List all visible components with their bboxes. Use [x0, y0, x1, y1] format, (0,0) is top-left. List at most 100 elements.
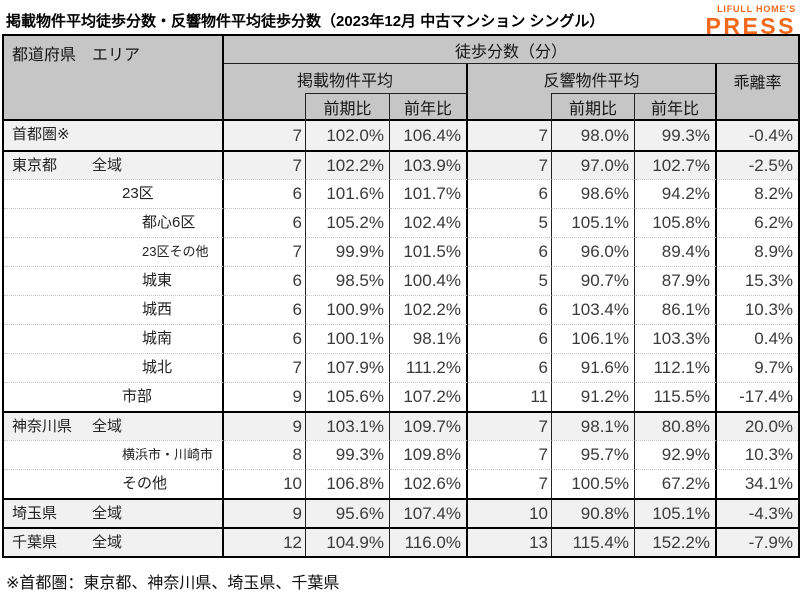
listed-prev-period-value: 105.2%	[306, 208, 390, 237]
header-walk-minutes: 徒歩分数（分）	[224, 36, 799, 64]
header-response-prev-year: 前年比	[635, 93, 717, 121]
divergence-rate-value: 8.9%	[717, 237, 799, 266]
table-body: 首都圏※ 7 102.0% 106.4% 7 98.0% 99.3% -0.4%…	[4, 121, 799, 556]
listed-prev-year-value: 116.0%	[390, 527, 468, 556]
response-prev-period-value: 103.4%	[552, 295, 635, 324]
response-minutes-value: 7	[468, 121, 552, 150]
prefecture-area-cell: 城西	[4, 295, 224, 324]
table-row: その他 10 106.8% 102.6% 7 100.5% 67.2% 34.1…	[4, 469, 799, 498]
response-prev-year-value: 94.2%	[635, 179, 717, 208]
table-row: 横浜市・川崎市 8 99.3% 109.8% 7 95.7% 92.9% 10.…	[4, 440, 799, 469]
listed-prev-period-value: 105.6%	[306, 382, 390, 411]
prefecture-label: 東京都	[12, 157, 58, 174]
area-label: 城西	[142, 301, 173, 318]
listed-minutes-value: 6	[224, 266, 306, 295]
area-label: 全域	[92, 157, 123, 174]
response-prev-period-value: 98.1%	[552, 411, 635, 440]
table-row: 東京都 全域 7 102.2% 103.9% 7 97.0% 102.7% -2…	[4, 150, 799, 179]
listed-prev-year-value: 98.1%	[390, 324, 468, 353]
prefecture-area-cell: 神奈川県 全域	[4, 411, 224, 440]
response-minutes-value: 5	[468, 208, 552, 237]
area-label: 城北	[142, 359, 173, 376]
logo-press-text: PRESS	[705, 13, 796, 39]
divergence-rate-value: 8.2%	[717, 179, 799, 208]
header-response-average: 反響物件平均	[468, 64, 717, 93]
listed-prev-period-value: 99.3%	[306, 440, 390, 469]
prefecture-label: 首都圏※	[12, 126, 70, 143]
listed-prev-period-value: 106.8%	[306, 469, 390, 498]
table-row: 23区 6 101.6% 101.7% 6 98.6% 94.2% 8.2%	[4, 179, 799, 208]
top-bar: 掲載物件平均徒歩分数・反響物件平均徒歩分数（2023年12月 中古マンション シ…	[0, 0, 800, 38]
response-prev-period-value: 105.1%	[552, 208, 635, 237]
area-label: 横浜市・川崎市	[122, 447, 214, 462]
response-minutes-value: 6	[468, 295, 552, 324]
divergence-rate-value: 10.3%	[717, 440, 799, 469]
listed-prev-year-value: 101.7%	[390, 179, 468, 208]
listed-minutes-value: 6	[224, 324, 306, 353]
divergence-rate-value: -2.5%	[717, 150, 799, 179]
response-prev-year-value: 152.2%	[635, 527, 717, 556]
response-prev-period-value: 98.6%	[552, 179, 635, 208]
listed-minutes-value: 9	[224, 498, 306, 527]
corner-header-prefecture-area: 都道府県 エリア	[4, 36, 224, 121]
listed-minutes-value: 6	[224, 208, 306, 237]
response-prev-period-value: 115.4%	[552, 527, 635, 556]
response-prev-period-value: 98.0%	[552, 121, 635, 150]
listed-prev-period-value: 98.5%	[306, 266, 390, 295]
lifull-homes-press-logo: LIFULL HOME'S PRESS	[706, 5, 798, 38]
response-prev-period-value: 95.7%	[552, 440, 635, 469]
response-minutes-value: 13	[468, 527, 552, 556]
listed-prev-period-value: 101.6%	[306, 179, 390, 208]
area-label: 全域	[92, 534, 123, 551]
response-minutes-value: 7	[468, 440, 552, 469]
listed-prev-period-value: 99.9%	[306, 237, 390, 266]
listed-prev-year-value: 100.4%	[390, 266, 468, 295]
listed-minutes-value: 9	[224, 411, 306, 440]
response-prev-period-value: 90.8%	[552, 498, 635, 527]
page-title: 掲載物件平均徒歩分数・反響物件平均徒歩分数（2023年12月 中古マンション シ…	[6, 13, 605, 30]
response-prev-year-value: 99.3%	[635, 121, 717, 150]
listed-prev-period-value: 100.9%	[306, 295, 390, 324]
area-label: 市部	[122, 388, 153, 405]
listed-prev-year-value: 101.5%	[390, 237, 468, 266]
response-prev-year-value: 105.1%	[635, 498, 717, 527]
prefecture-area-cell: 城南	[4, 324, 224, 353]
logo-lifull-homes-text: LIFULL HOME'S	[717, 4, 796, 14]
listed-prev-period-value: 102.2%	[306, 150, 390, 179]
prefecture-area-cell: 23区その他	[4, 237, 224, 266]
table-row: 都心6区 6 105.2% 102.4% 5 105.1% 105.8% 6.2…	[4, 208, 799, 237]
table-row: 城東 6 98.5% 100.4% 5 90.7% 87.9% 15.3%	[4, 266, 799, 295]
listed-minutes-value: 6	[224, 179, 306, 208]
divergence-rate-value: -17.4%	[717, 382, 799, 411]
table-row: 神奈川県 全域 9 103.1% 109.7% 7 98.1% 80.8% 20…	[4, 411, 799, 440]
divergence-rate-value: 10.3%	[717, 295, 799, 324]
table-row: 千葉県 全域 12 104.9% 116.0% 13 115.4% 152.2%…	[4, 527, 799, 556]
response-minutes-value: 6	[468, 237, 552, 266]
area-label: 23区	[122, 185, 154, 202]
table-row: 城南 6 100.1% 98.1% 6 106.1% 103.3% 0.4%	[4, 324, 799, 353]
prefecture-area-cell: 横浜市・川崎市	[4, 440, 224, 469]
response-prev-period-value: 97.0%	[552, 150, 635, 179]
prefecture-area-cell: 城北	[4, 353, 224, 382]
table-row: 市部 9 105.6% 107.2% 11 91.2% 115.5% -17.4…	[4, 382, 799, 411]
table-row: 城西 6 100.9% 102.2% 6 103.4% 86.1% 10.3%	[4, 295, 799, 324]
listed-prev-year-value: 102.6%	[390, 469, 468, 498]
header-listed-prev-year: 前年比	[390, 93, 468, 121]
header-listed-average: 掲載物件平均	[224, 64, 468, 93]
response-prev-year-value: 80.8%	[635, 411, 717, 440]
listed-prev-period-value: 103.1%	[306, 411, 390, 440]
response-prev-year-value: 87.9%	[635, 266, 717, 295]
divergence-rate-value: -0.4%	[717, 121, 799, 150]
listed-prev-period-value: 107.9%	[306, 353, 390, 382]
prefecture-area-cell: 東京都 全域	[4, 150, 224, 179]
response-prev-year-value: 102.7%	[635, 150, 717, 179]
listed-prev-year-value: 107.4%	[390, 498, 468, 527]
prefecture-area-cell: 都心6区	[4, 208, 224, 237]
response-prev-year-value: 103.3%	[635, 324, 717, 353]
prefecture-area-cell: 23区	[4, 179, 224, 208]
prefecture-label: 千葉県	[12, 534, 58, 551]
listed-minutes-value: 12	[224, 527, 306, 556]
prefecture-label: 神奈川県	[12, 418, 73, 435]
response-prev-year-value: 89.4%	[635, 237, 717, 266]
table-header: 都道府県 エリア 徒歩分数（分） 掲載物件平均 反響物件平均 乖離率 前期比 前…	[4, 36, 799, 121]
